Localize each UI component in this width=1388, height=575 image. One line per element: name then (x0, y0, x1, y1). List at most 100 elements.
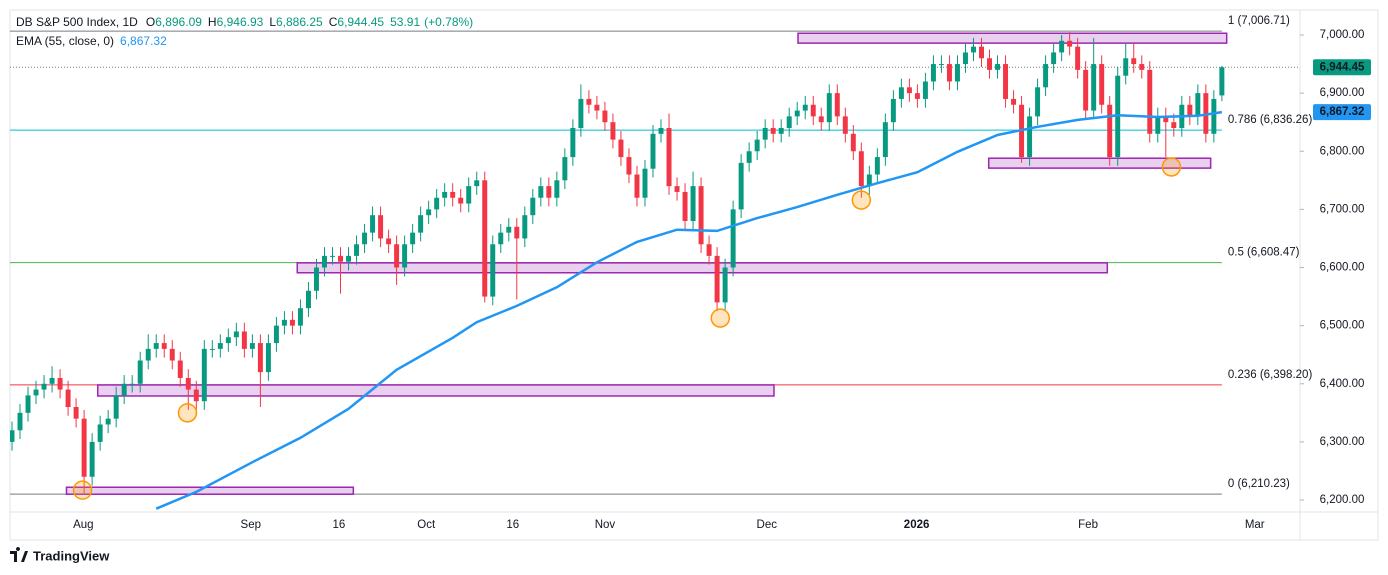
candle-body (89, 441, 95, 477)
candle-body (1035, 87, 1041, 117)
candle-body (562, 157, 568, 181)
x-tick-label: Sep (241, 519, 261, 531)
candle-body (746, 151, 752, 163)
marker (710, 308, 731, 328)
candle-body (530, 197, 536, 216)
symbol: DB S&P 500 Index, 1D (16, 15, 138, 29)
candle-body (1011, 98, 1017, 105)
y-tick-label: 6,700.00 (1320, 203, 1365, 215)
candle-body (938, 64, 944, 66)
candle-body (506, 226, 512, 233)
candle-body (634, 174, 640, 198)
candle-body (426, 209, 432, 216)
candle-body (49, 377, 55, 384)
x-tick-label: 16 (333, 519, 346, 531)
field-value: 6,886.25 (276, 15, 323, 29)
fib-label: 0.5 (6,608.47) (1228, 247, 1300, 259)
candle-body (1195, 93, 1201, 117)
candle-body (1139, 64, 1145, 70)
candle-body (570, 128, 576, 158)
zone (797, 32, 1228, 44)
y-tick-label: 6,800.00 (1320, 145, 1365, 157)
candle-body (305, 290, 311, 309)
candle-body (602, 110, 608, 123)
candle-body (778, 128, 784, 134)
candle-body (730, 209, 736, 268)
ema-tag (1313, 104, 1371, 121)
field-value: 6,946.93 (217, 15, 264, 29)
candle-body (1067, 40, 1073, 47)
candle-body (1091, 64, 1097, 111)
candle-body (153, 343, 159, 349)
candle-body (1099, 64, 1105, 105)
candle-body (346, 255, 352, 262)
candle-body (898, 87, 904, 99)
candle-body (41, 383, 47, 390)
candle-body (1051, 52, 1057, 65)
candle-body (762, 128, 768, 140)
candle-body (313, 267, 319, 291)
candle-body (81, 418, 87, 477)
candle-body (987, 58, 993, 70)
change: 53.91 (390, 15, 420, 29)
candle-body (241, 331, 247, 349)
candle-body (914, 93, 920, 99)
change-pct: (+0.78%) (424, 15, 473, 29)
candle-body (722, 267, 728, 303)
fib-label: 0 (6,210.23) (1228, 478, 1290, 490)
candle-body (706, 244, 712, 256)
candle-body (906, 87, 912, 94)
candle-body (618, 139, 624, 158)
candle-body (754, 139, 760, 152)
candle-body (410, 232, 416, 245)
candle-body (714, 255, 720, 303)
candle-body (971, 46, 976, 53)
marker (72, 480, 93, 500)
candle-body (658, 128, 664, 134)
candle-body (362, 232, 368, 245)
candle-body (394, 244, 400, 268)
x-tick-label: Dec (757, 519, 778, 531)
candle-body (802, 104, 808, 111)
candle-body (201, 348, 207, 402)
candle-body (265, 343, 271, 373)
candle-body (10, 430, 15, 442)
x-tick-label: Feb (1078, 519, 1098, 531)
candle-body (193, 389, 199, 402)
fib-label: 0.786 (6,836.26) (1228, 114, 1313, 126)
candle-body (209, 348, 215, 350)
legend-ema: EMA (55, close, 0) 6,867.32 (16, 34, 167, 48)
candle-body (546, 186, 552, 198)
candle-body (17, 412, 23, 431)
candle-body (1083, 69, 1089, 111)
y-tick-label: 6,300.00 (1320, 436, 1365, 448)
candle-body (137, 360, 143, 384)
candle-body (354, 244, 360, 256)
candle-body (995, 64, 1001, 70)
candle-body (626, 157, 632, 175)
y-tick-label: 6,400.00 (1320, 378, 1365, 390)
candle-body (1147, 69, 1153, 134)
candle-body (33, 389, 39, 396)
candle-body (217, 343, 223, 349)
candle-body (1075, 46, 1081, 70)
marker (1161, 157, 1182, 177)
candle-body (121, 383, 127, 396)
candle-body (402, 244, 408, 268)
candle-body (954, 64, 960, 82)
candle-body (922, 81, 928, 99)
candle-body (434, 197, 440, 210)
x-tick-label: 16 (506, 519, 519, 531)
candle-body (289, 319, 295, 326)
candle-body (177, 360, 183, 378)
candle-body (858, 151, 864, 187)
overlay: 6,200.00 6,300.00 6,400.00 6,500.00 6,600.00… (16, 15, 1371, 531)
candle-body (890, 98, 896, 123)
candle-body (770, 128, 776, 134)
candle-body (810, 104, 816, 117)
candle-body (522, 215, 528, 239)
candle-body (979, 46, 984, 59)
candle-body (466, 186, 472, 204)
candle-body (1059, 40, 1065, 53)
plot-area (10, 30, 1300, 510)
